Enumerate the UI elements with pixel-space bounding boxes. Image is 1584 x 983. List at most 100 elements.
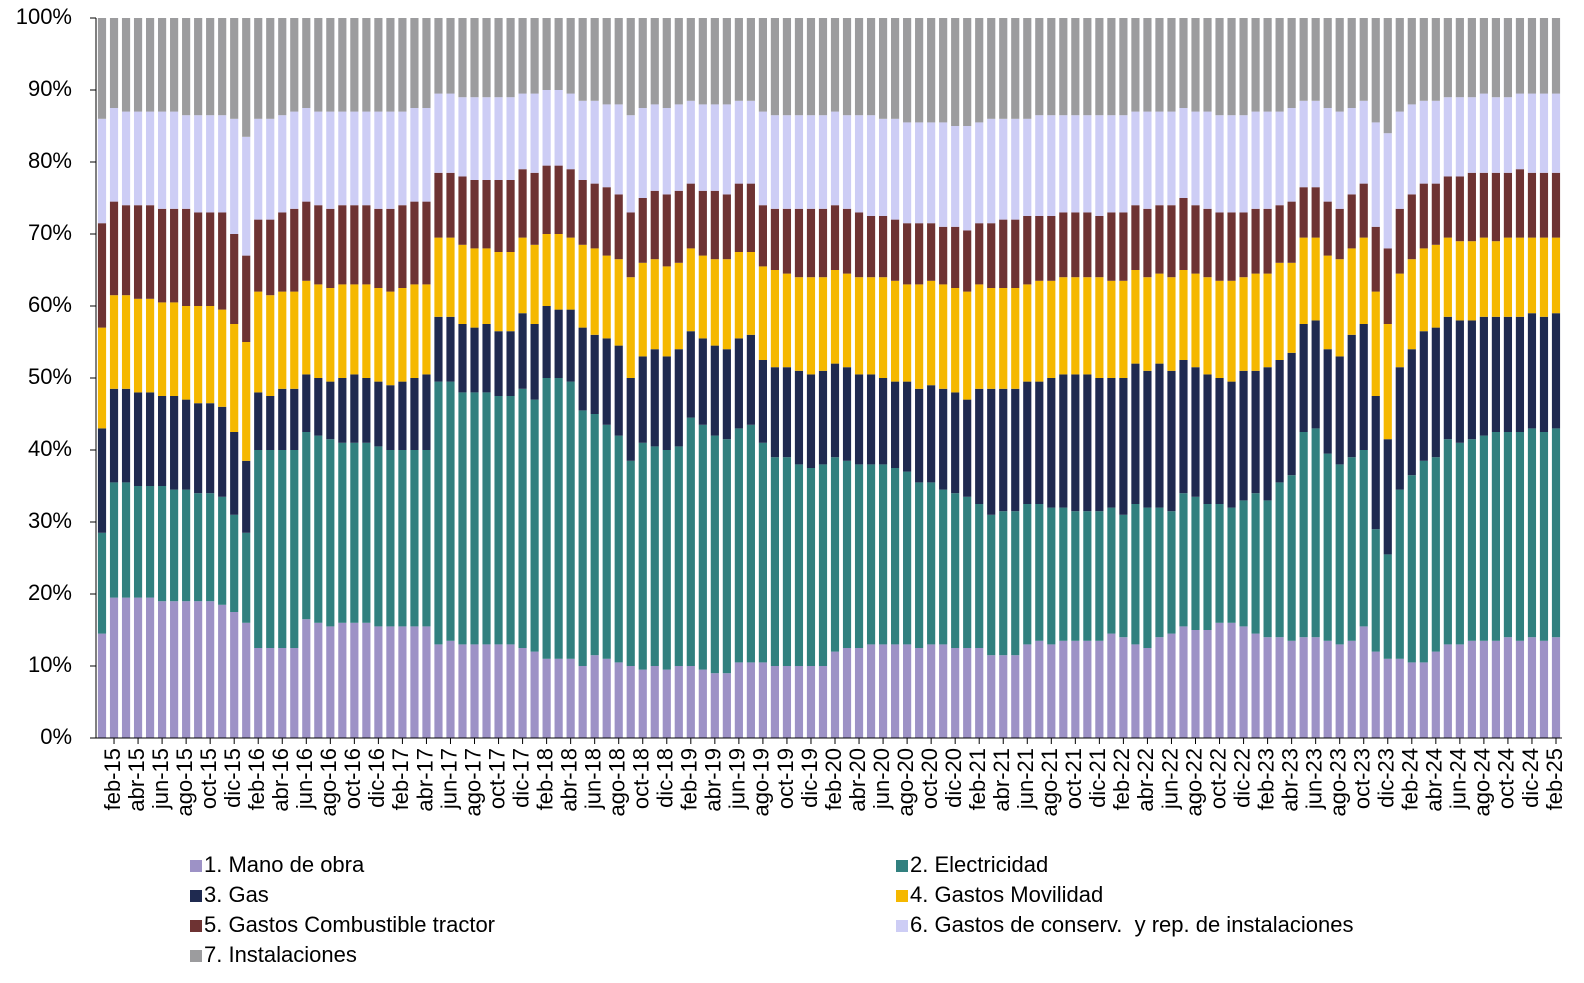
bar-segment	[170, 396, 179, 490]
bar-segment	[554, 18, 563, 90]
bar-segment	[1311, 637, 1320, 738]
bar-segment	[1083, 115, 1092, 213]
bar-segment	[1179, 108, 1188, 198]
x-tick-label: jun-18	[580, 748, 605, 810]
bar-segment	[1407, 18, 1416, 105]
bar-segment	[97, 118, 107, 224]
bar-segment	[290, 450, 299, 648]
bar-segment	[1191, 496, 1200, 630]
bar-segment	[290, 208, 299, 292]
bar-segment	[230, 514, 239, 612]
bar-segment	[1359, 18, 1368, 101]
bar-segment	[1035, 18, 1044, 116]
bar-segment	[230, 18, 239, 119]
bar-segment	[854, 648, 864, 738]
bar-segment	[470, 327, 479, 393]
bar-segment	[1527, 428, 1537, 638]
bar-segment	[470, 248, 479, 328]
bar-segment	[1395, 208, 1404, 274]
bar-segment	[386, 291, 395, 386]
bar-segment	[903, 284, 912, 382]
bar-segment	[1491, 432, 1500, 641]
bar-segment	[963, 18, 972, 126]
bar-segment	[1515, 18, 1525, 94]
bar-segment	[1347, 194, 1356, 249]
bar-segment	[866, 644, 876, 738]
bar-segment	[770, 457, 780, 666]
bar-segment	[1131, 270, 1140, 364]
bar-segment	[362, 442, 371, 623]
bar-segment	[230, 612, 239, 738]
bar-segment	[674, 190, 683, 263]
bar-segment	[770, 18, 780, 116]
legend-swatch	[190, 860, 202, 872]
bar-segment	[758, 266, 767, 360]
bar-segment	[1371, 529, 1380, 652]
bar-segment	[350, 111, 359, 206]
bar-segment	[182, 115, 191, 209]
bar-segment	[710, 673, 719, 738]
bar-segment	[1479, 640, 1488, 738]
bar-segment	[842, 648, 852, 738]
bar-segment	[602, 255, 611, 339]
bar-segment	[1443, 176, 1452, 238]
x-tick-label: oct-21	[1061, 748, 1086, 809]
bar-segment	[1479, 18, 1488, 94]
bar-segment	[915, 482, 924, 648]
bar-segment	[434, 18, 443, 94]
bar-segment	[794, 18, 804, 116]
bar-segment	[1095, 115, 1104, 216]
bar-segment	[1287, 352, 1296, 476]
bar-segment	[1311, 18, 1320, 101]
bar-segment	[1323, 201, 1332, 256]
bar-segment	[1443, 439, 1452, 645]
bar-segment	[734, 183, 743, 252]
bar-segment	[939, 122, 948, 227]
bar-segment	[1263, 18, 1272, 112]
bar-segment	[1203, 208, 1212, 278]
bar-segment	[494, 252, 503, 332]
bar-segment	[1455, 442, 1464, 645]
legend-swatch	[190, 890, 202, 902]
bar-segment	[1395, 111, 1404, 209]
bar-segment	[939, 226, 948, 285]
bar-segment	[386, 450, 395, 627]
x-tick-label: dic-24	[1518, 748, 1543, 808]
bar-segment	[170, 111, 179, 209]
bar-segment	[1251, 208, 1260, 274]
bar-segment	[590, 183, 599, 249]
bar-segment	[1419, 662, 1428, 738]
bar-segment	[1239, 626, 1248, 738]
bar-segment	[506, 331, 515, 396]
bar-segment	[842, 18, 852, 116]
bar-segment	[903, 223, 912, 285]
bar-segment	[410, 378, 419, 450]
bar-segment	[1407, 662, 1416, 738]
bar-segment	[1335, 464, 1344, 645]
bar-segment	[1515, 169, 1525, 238]
bar-segment	[398, 288, 407, 382]
bar-segment	[1119, 212, 1128, 281]
bar-segment	[206, 115, 215, 213]
bar-segment	[1203, 277, 1212, 375]
bar-segment	[218, 309, 227, 407]
bar-segment	[434, 93, 443, 173]
bar-segment	[1167, 370, 1176, 512]
bar-segment	[338, 622, 347, 738]
bar-segment	[302, 280, 311, 375]
bar-segment	[987, 118, 996, 224]
y-tick-label: 90%	[28, 76, 72, 101]
bar-segment	[470, 644, 479, 738]
bar-segment	[422, 626, 431, 738]
bar-segment	[1011, 118, 1020, 220]
bar-segment	[806, 115, 816, 209]
bar-segment	[975, 284, 984, 389]
bar-segment	[133, 486, 143, 598]
bar-segment	[975, 388, 984, 504]
bar-segment	[614, 345, 623, 436]
bar-segment	[758, 205, 767, 267]
y-tick-label: 20%	[28, 580, 72, 605]
bar-segment	[230, 324, 239, 432]
bar-segment	[362, 205, 371, 285]
bar-segment	[1143, 277, 1152, 371]
